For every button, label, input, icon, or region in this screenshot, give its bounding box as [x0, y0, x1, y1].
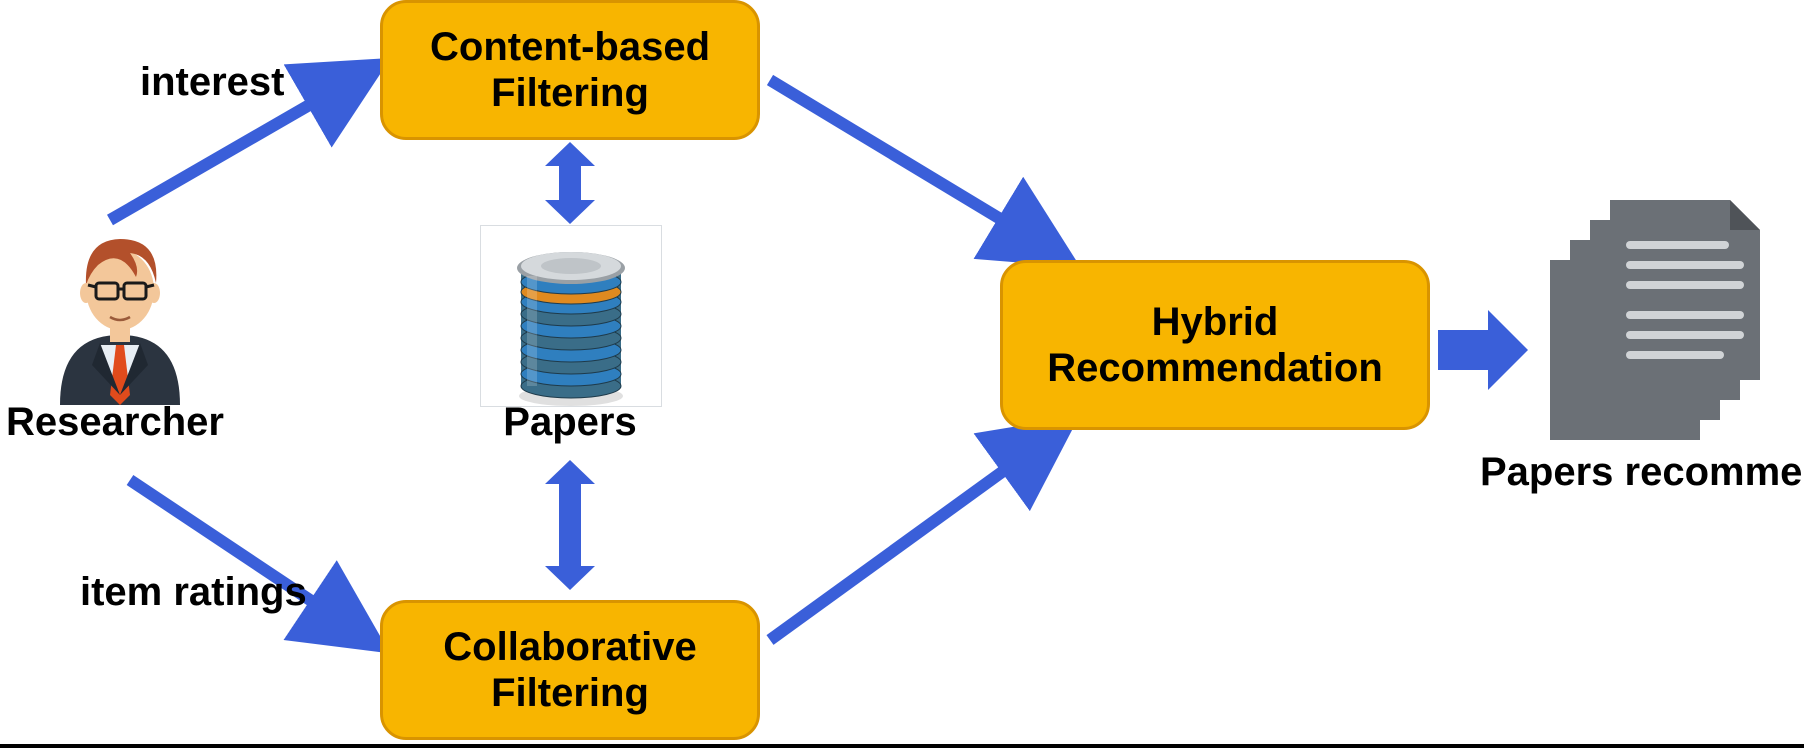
- edge-label-item-ratings: item ratings: [80, 570, 307, 615]
- block-arrow-icon: [1438, 310, 1528, 390]
- edge-researcher-cf: [130, 480, 370, 640]
- papers-label: Papers: [460, 400, 680, 445]
- researcher-label: Researcher: [0, 400, 230, 445]
- node-hybrid: Hybrid Recommendation: [1000, 260, 1430, 430]
- bottom-rule: [0, 744, 1804, 748]
- edge-cf-hybrid: [770, 430, 1060, 640]
- node-hybrid-label: Hybrid Recommendation: [1047, 299, 1383, 391]
- diagram-stage: Researcher Content-based Filtering Colla…: [0, 0, 1804, 748]
- database-icon: [480, 225, 662, 407]
- node-cf-label: Collaborative Filtering: [443, 624, 696, 716]
- researcher-icon: [40, 225, 200, 405]
- node-cbf: Content-based Filtering: [380, 0, 760, 140]
- node-cf: Collaborative Filtering: [380, 600, 760, 740]
- edge-label-interest: interest: [140, 60, 285, 105]
- double-arrow-down-icon: [545, 460, 595, 590]
- documents-icon: [1530, 200, 1770, 440]
- node-cbf-label: Content-based Filtering: [430, 24, 710, 116]
- edge-cbf-hybrid: [770, 80, 1060, 255]
- double-arrow-up-icon: [545, 142, 595, 224]
- papers-recommended-label: Papers recommended: [1480, 450, 1804, 495]
